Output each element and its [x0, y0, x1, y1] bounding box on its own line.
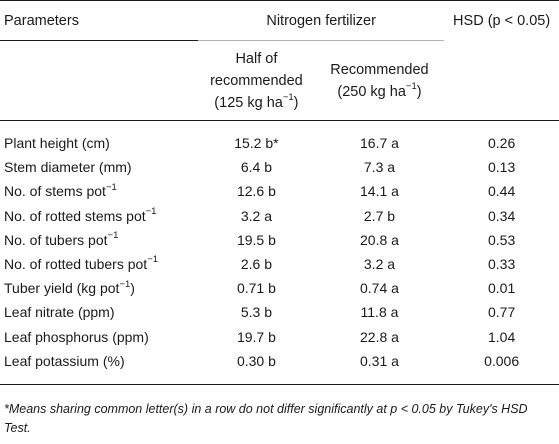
- header-row-2: Half of recommended (125 kg ha−1) Recomm…: [0, 41, 559, 121]
- recommended-header: Recommended (250 kg ha−1): [315, 41, 445, 121]
- parameter-cell: Leaf potassium (%): [0, 349, 198, 373]
- parameter-cell: Plant height (cm): [0, 131, 198, 155]
- table-row: Leaf nitrate (ppm) 5.3 b 11.8 a 0.77: [0, 300, 559, 324]
- hsd-value: 0.33: [487, 256, 516, 273]
- half-recommended-value: 6.4 b: [240, 159, 272, 176]
- half-recommended-header: Half of recommended (125 kg ha−1): [198, 41, 315, 121]
- parameter-cell: No. of rotted tubers pot−1: [0, 252, 198, 276]
- table-footnote: *Means sharing common letter(s) in a row…: [4, 402, 528, 435]
- rec-header-sup: −1: [405, 80, 417, 92]
- parameter-unit-sup: −1: [119, 278, 131, 290]
- table-row: Stem diameter (mm) 6.4 b 7.3 a 0.13: [0, 155, 559, 179]
- half-recommended-value: 0.71 b: [236, 280, 276, 297]
- parameters-header: Parameters: [0, 0, 199, 41]
- table-row: No. of rotted stems pot−1 3.2 a 2.7 b 0.34: [0, 204, 559, 228]
- parameter-label: Leaf phosphorus (ppm): [4, 328, 149, 345]
- parameter-label: Plant height (cm): [4, 135, 110, 152]
- half-header-sup: −1: [282, 91, 294, 103]
- spacer-row: [0, 121, 559, 132]
- parameter-label: Leaf potassium (%): [4, 352, 125, 369]
- rec-header-unit: (250 kg ha: [337, 83, 406, 100]
- header-row-1: Parameters Nitrogen fertilizer HSD (p < …: [0, 0, 559, 41]
- nitrogen-fertilizer-header: Nitrogen fertilizer: [198, 0, 445, 41]
- half-header-line1: Half of: [235, 50, 278, 67]
- table-row: Leaf phosphorus (ppm) 19.7 b 22.8 a 1.04: [0, 325, 559, 349]
- half-header-line3: (125 kg ha−1): [198, 92, 315, 114]
- table-body: Plant height (cm) 15.2 b* 16.7 a 0.26 Stem d…: [0, 121, 559, 385]
- table-row: Leaf potassium (%) 0.30 b 0.31 a 0.006: [0, 349, 559, 373]
- parameter-label: No. of rotted tubers pot: [4, 256, 148, 273]
- rec-header-close: ): [416, 83, 422, 100]
- half-recommended-value: 19.5 b: [236, 231, 276, 248]
- rec-header-line1: Recommended: [330, 61, 429, 78]
- parameter-cell: No. of stems pot−1: [0, 179, 198, 203]
- rec-header-line2: (250 kg ha−1): [315, 81, 445, 103]
- parameter-cell: No. of tubers pot−1: [0, 228, 198, 252]
- recommended-value: 3.2 a: [363, 256, 396, 273]
- hsd-value: 0.01: [487, 280, 516, 297]
- recommended-value: 7.3 a: [363, 159, 396, 176]
- parameter-cell: No. of rotted stems pot−1: [0, 204, 198, 228]
- half-header-line2: recommended: [210, 72, 303, 89]
- parameter-unit-sup: −1: [145, 206, 157, 217]
- parameter-cell: Leaf phosphorus (ppm): [0, 325, 198, 349]
- table-row: Tuber yield (kg pot−1) 0.71 b 0.74 a 0.01: [0, 276, 559, 300]
- half-recommended-value: 3.2 a: [240, 207, 272, 224]
- parameter-label-suffix: ): [130, 280, 135, 297]
- parameter-label: Stem diameter (mm): [4, 159, 132, 176]
- spacer-row-bottom: [0, 373, 559, 385]
- hsd-value: 0.77: [487, 304, 516, 321]
- results-table: Parameters Nitrogen fertilizer HSD (p < …: [0, 0, 559, 385]
- half-header-unit: (125 kg ha: [214, 94, 283, 111]
- parameter-label: No. of rotted stems pot: [4, 207, 146, 224]
- half-recommended-value: 5.3 b: [240, 304, 272, 321]
- parameters-header-spacer: [0, 41, 198, 121]
- hsd-value: 0.44: [487, 183, 516, 200]
- parameter-label: Tuber yield (kg pot: [4, 280, 120, 297]
- hsd-value: 0.26: [487, 135, 516, 152]
- parameter-cell: Stem diameter (mm): [0, 155, 198, 179]
- recommended-value: 11.8 a: [360, 304, 399, 321]
- hsd-value: 0.53: [487, 231, 516, 248]
- parameter-label: No. of tubers pot: [4, 231, 108, 248]
- recommended-value: 16.7 a: [360, 135, 399, 152]
- hsd-value: 0.13: [487, 159, 516, 176]
- hsd-header-spacer: [444, 41, 559, 121]
- recommended-value: 22.8 a: [360, 328, 399, 345]
- recommended-value: 14.1 a: [360, 183, 399, 200]
- table-row: No. of rotted tubers pot−1 2.6 b 3.2 a 0.33: [0, 252, 559, 276]
- hsd-value: 0.34: [487, 207, 516, 224]
- half-recommended-value: 0.30 b: [236, 352, 276, 369]
- half-header-close: ): [293, 94, 299, 111]
- parameter-unit-sup: −1: [147, 254, 159, 266]
- parameter-cell: Tuber yield (kg pot−1): [0, 276, 198, 300]
- parameter-unit-sup: −1: [107, 230, 119, 242]
- parameter-label: Leaf nitrate (ppm): [4, 304, 115, 321]
- hsd-value: 1.04: [487, 328, 516, 345]
- hsd-header: HSD (p < 0.05): [453, 12, 551, 29]
- half-recommended-value: 2.6 b: [240, 256, 272, 273]
- table-row: No. of stems pot−1 12.6 b 14.1 a 0.44: [0, 179, 559, 203]
- half-recommended-value: 15.2 b*: [234, 135, 279, 152]
- recommended-value: 2.7 b: [363, 207, 396, 224]
- half-recommended-value: 19.7 b: [236, 328, 276, 345]
- parameter-cell: Leaf nitrate (ppm): [0, 300, 198, 324]
- recommended-value: 0.31 a: [360, 352, 399, 369]
- parameter-unit-sup: −1: [105, 181, 117, 193]
- recommended-value: 0.74 a: [360, 280, 399, 297]
- table-row: No. of tubers pot−1 19.5 b 20.8 a 0.53: [0, 228, 559, 252]
- half-recommended-value: 12.6 b: [236, 183, 276, 200]
- table-row: Plant height (cm) 15.2 b* 16.7 a 0.26: [0, 131, 559, 155]
- recommended-value: 20.8 a: [360, 231, 399, 248]
- hsd-value: 0.006: [484, 352, 520, 369]
- parameter-label: No. of stems pot: [4, 183, 106, 200]
